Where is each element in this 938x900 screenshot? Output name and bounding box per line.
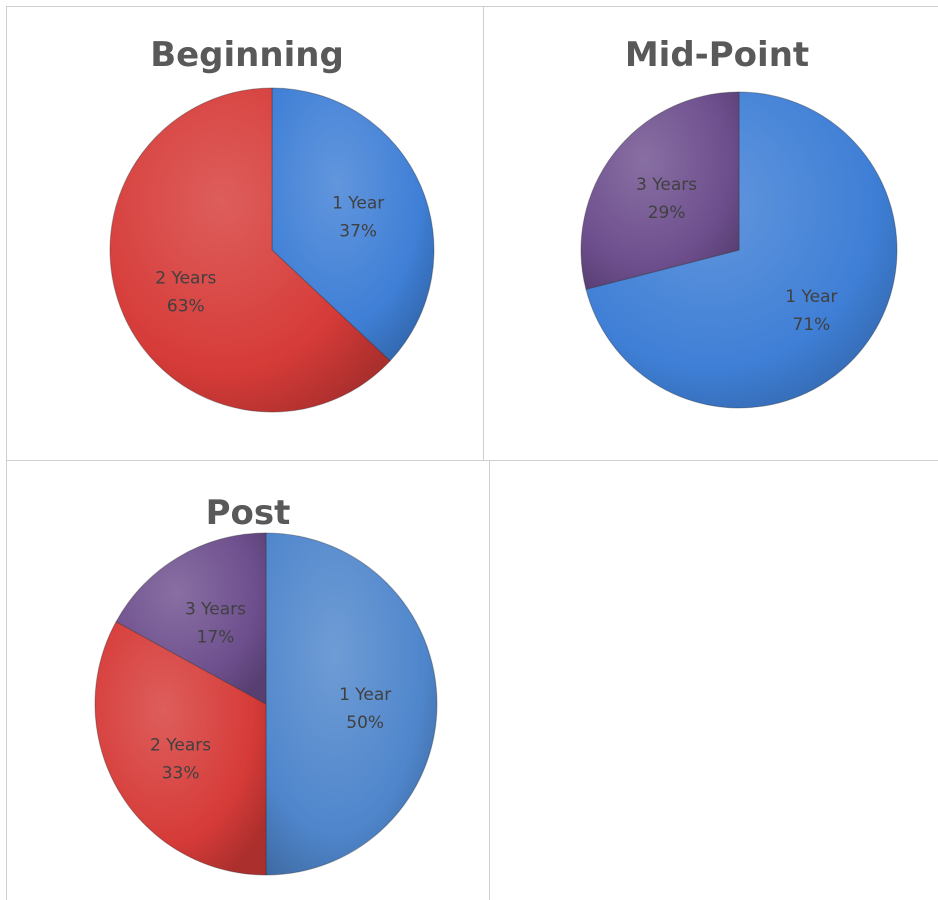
pie-slice-1-year: [585, 91, 898, 409]
slice-label-percent: 71%: [793, 315, 831, 335]
slice-label-name: 3 Years: [185, 600, 246, 620]
grid-divider-horizontal: [6, 460, 938, 461]
grid-divider-vertical-bottom: [489, 460, 490, 900]
pie-slice-3-years: [115, 532, 267, 705]
chart-title: Mid-Point: [625, 35, 809, 75]
pie-svg-post: Post 1 Year 50% 2 Years 33% 3 Years 17%: [94, 493, 438, 876]
slice-label-percent: 17%: [197, 628, 235, 648]
slice-label-percent: 33%: [162, 764, 200, 784]
pie-slice-1-year: [265, 532, 438, 876]
pie-slice-3-years: [580, 91, 740, 290]
grid-border-left: [6, 6, 7, 900]
slice-label-name: 1 Year: [785, 287, 837, 307]
pie-chart-mid-point: Mid-Point 1 Year 71% 3 Years 29%: [484, 6, 938, 460]
pie-slice-1-year: [271, 87, 435, 362]
chart-title: Beginning: [150, 35, 344, 75]
pie-slice-2-years: [94, 620, 267, 876]
pie-slice-2-years: [109, 87, 391, 413]
pie-svg-mid-point: Mid-Point 1 Year 71% 3 Years 29%: [580, 35, 898, 409]
chart-title: Post: [206, 493, 291, 533]
slice-label-name: 1 Year: [332, 194, 384, 214]
grid-border-top: [6, 6, 938, 7]
slice-label-name: 3 Years: [636, 175, 697, 195]
slice-label-name: 2 Years: [155, 268, 216, 288]
pie-chart-beginning: Beginning 1 Year 37% 2 Years 63%: [6, 6, 483, 460]
slice-label-percent: 37%: [339, 222, 377, 242]
slice-label-name: 2 Years: [150, 736, 211, 756]
slice-label-percent: 50%: [346, 713, 384, 733]
slice-label-percent: 29%: [648, 203, 686, 223]
slice-label-name: 1 Year: [339, 685, 391, 705]
slice-label-percent: 63%: [167, 296, 205, 316]
grid-divider-vertical-top: [483, 6, 484, 460]
pie-svg-beginning: Beginning 1 Year 37% 2 Years 63%: [109, 35, 435, 413]
pie-chart-post: Post 1 Year 50% 2 Years 33% 3 Years 17%: [6, 461, 489, 900]
